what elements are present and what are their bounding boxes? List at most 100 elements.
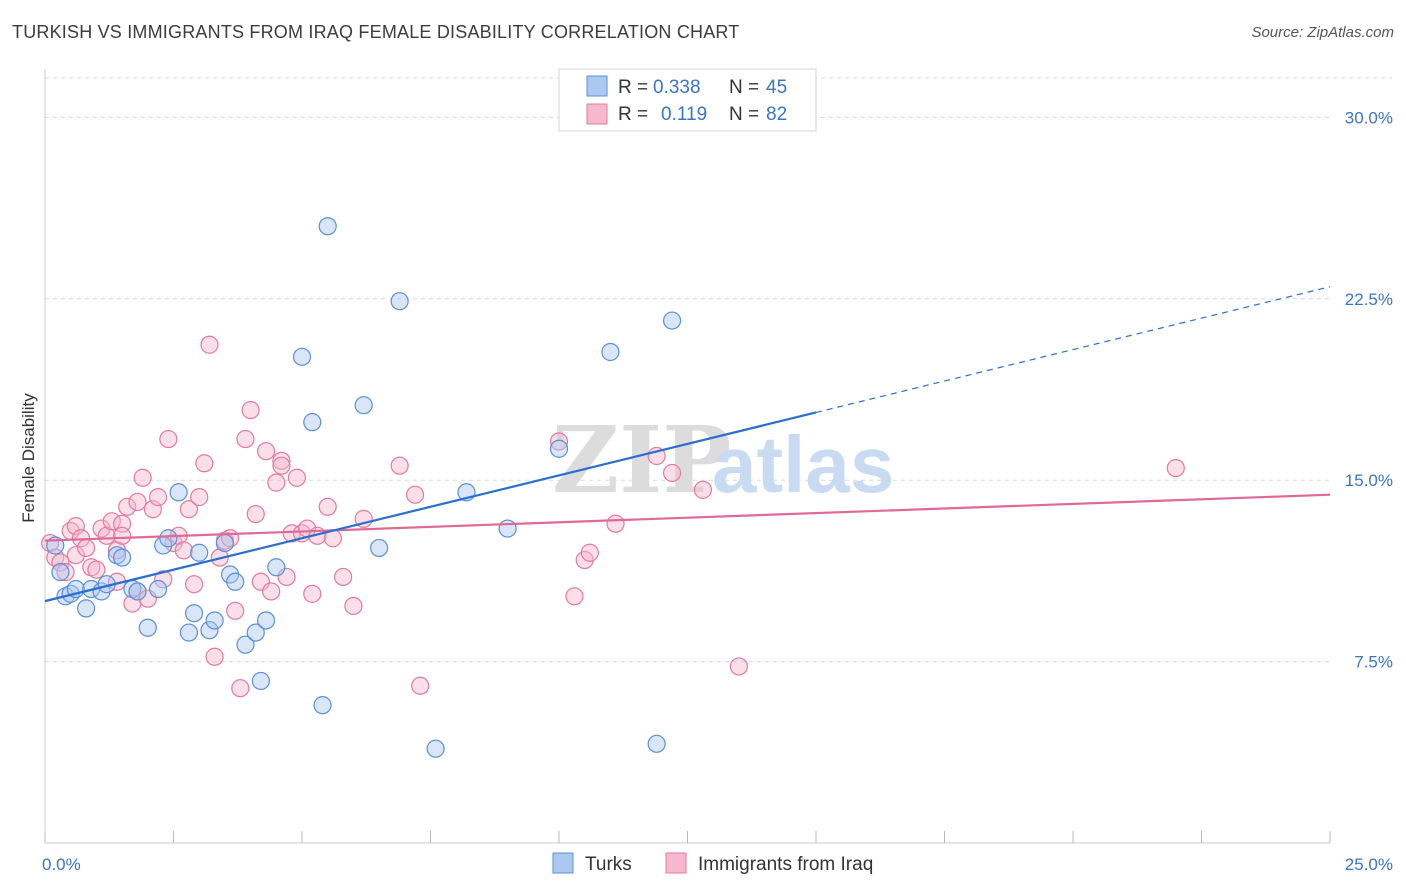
legend-r-value-turks: 0.338 (653, 77, 701, 98)
iraq-point-17 (112, 526, 132, 545)
bottom-legend-swatch-iraq (665, 852, 687, 874)
iraq-point-21 (128, 492, 147, 512)
iraq-point-67 (565, 587, 584, 606)
turks-point-14 (148, 579, 168, 599)
iraq-point-31 (179, 500, 199, 519)
turks-point-34 (318, 217, 337, 236)
turks-point-23 (215, 533, 234, 553)
bottom-legend: Turks Immigrants from Iraq (552, 852, 873, 875)
iraq-point-53 (287, 468, 306, 487)
turks-point-29 (256, 611, 276, 630)
turks-point-32 (303, 413, 322, 432)
x-tick-label-1: 25.0% (1345, 855, 1393, 874)
iraq-point-30 (174, 541, 193, 560)
turks-point-42 (601, 342, 620, 362)
y-tick-label-0: 7.5% (1354, 653, 1393, 672)
turks-point-12 (128, 582, 147, 601)
iraq-point-3 (56, 562, 75, 582)
iraq-point-36 (205, 647, 224, 666)
iraq-point-33 (190, 488, 209, 507)
y-axis-label: Female Disability (19, 393, 38, 523)
y-tick-label-2: 22.5% (1345, 290, 1393, 309)
iraq-point-10 (87, 560, 106, 579)
iraq-point-8 (77, 538, 96, 558)
iraq-point-43 (241, 400, 260, 420)
iraq-point-22 (133, 468, 152, 487)
turks-point-21 (200, 621, 219, 640)
iraq-point-44 (246, 504, 265, 524)
bottom-legend-label-turks: Turks (585, 854, 632, 875)
watermark-zip: ZIP (552, 406, 731, 514)
iraq-point-41 (231, 679, 250, 698)
legend-r-value-iraq: 0.119 (661, 104, 707, 125)
legend-n-label-turks: N = (729, 77, 759, 98)
iraq-point-61 (344, 596, 363, 616)
iraq-point-24 (143, 500, 163, 519)
iraq-point-18 (118, 497, 137, 516)
turks-point-18 (179, 623, 199, 642)
iraq-point-65 (411, 676, 430, 695)
y-tick-label-1: 15.0% (1345, 471, 1393, 490)
turks-point-41 (549, 439, 569, 458)
iraq-point-63 (390, 456, 409, 475)
iraq-point-40 (226, 601, 245, 620)
x-tick-label-0: 0.0% (42, 855, 81, 874)
legend-r-label-turks: R = (618, 77, 648, 98)
iraq-point-32 (184, 575, 204, 594)
legend-r-label-iraq: R = (618, 104, 648, 125)
iraq-point-42 (236, 429, 255, 449)
turks-point-36 (370, 538, 389, 558)
grid-lines (45, 77, 1392, 663)
turks-trend-line (44, 411, 817, 603)
iraq-trend-line (44, 493, 1331, 542)
iraq-point-46 (256, 442, 276, 461)
iraq-point-69 (580, 543, 599, 562)
bottom-legend-label-iraq: Immigrants from Iraq (698, 854, 873, 875)
legend-swatch-iraq (586, 103, 608, 125)
legend-n-value-turks: 45 (766, 77, 787, 98)
turks-point-1 (51, 562, 70, 582)
turks-point-26 (236, 635, 255, 654)
turks-point-20 (190, 543, 209, 562)
iraq-point-66 (549, 432, 569, 451)
turks-point-27 (246, 623, 265, 642)
iraq-point-60 (334, 567, 353, 587)
iraq-point-26 (154, 570, 173, 589)
iraq-point-6 (66, 517, 85, 536)
iraq-point-2 (51, 553, 70, 572)
iraq-point-64 (405, 485, 425, 504)
iraq-point-47 (262, 582, 281, 601)
iraq-point-70 (606, 514, 625, 533)
iraq-point-58 (318, 497, 337, 516)
iraq-point-48 (267, 473, 286, 492)
turks-point-38 (426, 739, 445, 758)
turks-point-37 (390, 292, 409, 311)
chart-source: Source: ZipAtlas.com (1251, 24, 1394, 41)
turks-point-10 (112, 548, 132, 567)
y-tick-label-3: 30.0% (1345, 108, 1393, 127)
iraq-point-35 (200, 335, 219, 354)
turks-point-43 (647, 734, 666, 753)
legend-n-value-iraq: 82 (766, 104, 787, 125)
legend-swatch-turks (586, 75, 608, 97)
trend-lines (44, 286, 1331, 603)
turks-point-44 (662, 311, 682, 330)
turks-point-40 (498, 519, 517, 538)
iraq-point-50 (272, 456, 291, 475)
tick-labels: 7.5% 15.0% 22.5% 30.0% 0.0% 25.0% (42, 108, 1393, 874)
iraq-points (41, 335, 1185, 698)
watermark: ZIP atlas (552, 406, 894, 514)
iraq-point-75 (1166, 458, 1185, 478)
turks-point-16 (159, 529, 178, 548)
turks-point-22 (205, 611, 224, 630)
legend-n-label-iraq: N = (729, 104, 759, 125)
turks-point-33 (313, 696, 332, 715)
turks-trend-extension (815, 286, 1331, 414)
turks-point-17 (169, 483, 188, 502)
iraq-point-72 (662, 463, 682, 483)
iraq-point-5 (66, 546, 85, 565)
watermark-atlas: atlas (712, 420, 894, 509)
chart-title: TURKISH VS IMMIGRANTS FROM IRAQ FEMALE D… (12, 22, 740, 42)
iraq-point-34 (195, 454, 214, 473)
turks-point-30 (267, 558, 286, 577)
